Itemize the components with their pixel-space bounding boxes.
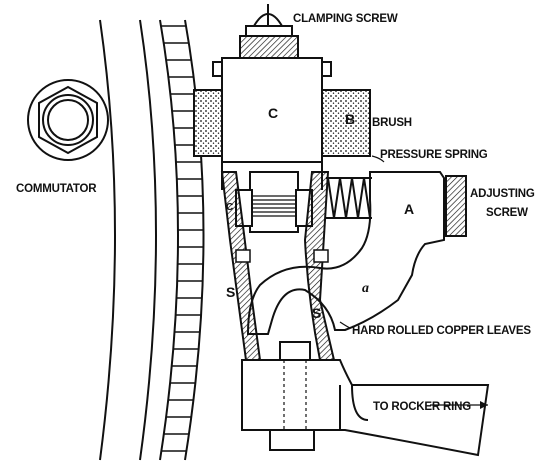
label-rocker-ring: TO ROCKER RING xyxy=(373,401,471,413)
base-block xyxy=(241,341,490,457)
label-letter-c: C xyxy=(268,105,278,121)
label-copper-leaves: HARD ROLLED COPPER LEAVES xyxy=(352,325,531,337)
label-clamping-screw: CLAMPING SCREW xyxy=(293,13,398,25)
label-commutator: COMMUTATOR xyxy=(16,183,97,195)
copper-leaf-right xyxy=(303,171,336,361)
leader-lines xyxy=(339,155,488,409)
arm-a xyxy=(246,171,445,335)
commutator-segments xyxy=(99,19,205,461)
label-letter-a: A xyxy=(404,201,414,217)
pressure-spring xyxy=(326,177,372,219)
label-brush: BRUSH xyxy=(372,117,412,129)
holder-box-c xyxy=(212,57,332,190)
clamping-screw xyxy=(239,4,299,59)
leaf-band-right xyxy=(313,249,329,263)
label-letter-b: B xyxy=(345,111,355,127)
label-adjusting: ADJUSTING xyxy=(470,188,535,200)
label-pressure-spring: PRESSURE SPRING xyxy=(380,149,488,161)
label-letter-s-left: S xyxy=(226,284,235,300)
label-screw: SCREW xyxy=(486,207,528,219)
label-letter-c-small: C xyxy=(226,202,233,213)
leaf-adjuster xyxy=(235,171,313,233)
label-letter-a-small: a xyxy=(362,281,369,296)
commutator-nut xyxy=(27,79,109,161)
adjusting-screw xyxy=(445,175,467,237)
leaf-band-left xyxy=(235,249,251,263)
label-letter-s-right: S xyxy=(312,305,321,321)
